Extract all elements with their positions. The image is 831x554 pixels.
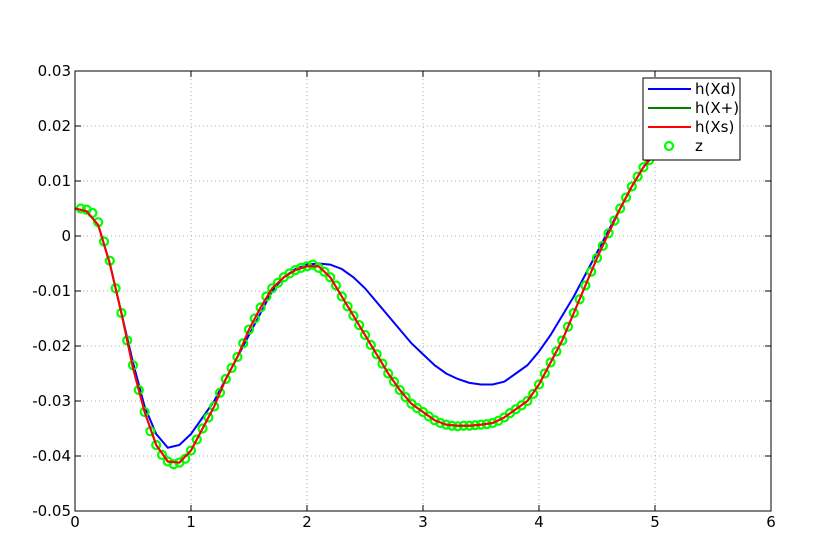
data-point	[522, 395, 533, 407]
x-tick-label: 2	[302, 513, 312, 531]
data-point	[377, 358, 388, 369]
data-point	[562, 321, 574, 332]
data-point	[151, 439, 162, 451]
data-point	[359, 329, 371, 341]
data-point	[580, 280, 591, 291]
data-point	[574, 294, 585, 305]
legend: h(Xd)h(X+)h(Xs)z	[642, 77, 741, 161]
data-point	[203, 412, 214, 423]
data-point	[603, 228, 614, 239]
data-point	[185, 445, 197, 456]
data-point	[388, 376, 400, 387]
data-point	[209, 401, 220, 412]
data-point	[238, 338, 249, 349]
data-point	[261, 291, 272, 302]
data-point	[394, 384, 405, 396]
data-point	[528, 388, 539, 399]
x-tick-label: 6	[766, 513, 776, 531]
y-tick-label: -0.01	[32, 282, 71, 300]
data-point	[255, 302, 266, 313]
data-point	[133, 384, 144, 396]
legend-label: h(X+)	[695, 99, 739, 117]
data-point	[568, 307, 579, 319]
data-point	[400, 392, 411, 403]
data-point	[290, 265, 301, 276]
data-point	[226, 362, 237, 374]
data-point	[156, 449, 168, 460]
data-point	[533, 379, 545, 390]
data-point	[232, 351, 243, 363]
x-tick-label: 1	[186, 513, 196, 531]
y-tick-label: -0.03	[32, 392, 71, 410]
data-point	[383, 368, 394, 379]
data-point	[632, 171, 643, 182]
data-point	[539, 368, 550, 379]
data-point	[597, 240, 608, 251]
data-point	[197, 423, 208, 434]
data-point	[638, 162, 649, 173]
data-point	[365, 339, 376, 350]
y-tick-label: 0.01	[38, 172, 71, 190]
data-point	[354, 320, 365, 331]
data-point	[336, 291, 347, 302]
line-series	[75, 130, 668, 449]
x-tick-label: 5	[650, 513, 660, 531]
data-point	[267, 283, 278, 294]
data-point	[168, 459, 179, 470]
data-point	[371, 349, 382, 360]
data-point	[586, 266, 597, 277]
y-tick-label: -0.05	[32, 502, 71, 520]
data-point	[249, 313, 260, 324]
data-point	[243, 324, 255, 335]
x-tick-label: 4	[534, 513, 544, 531]
data-point	[615, 203, 626, 214]
axes: 0 1 2 3 4 5 6 -0.05 -0.04 -0.03 -0.02 -0.01 0 0.01 0.0…	[32, 62, 776, 531]
data-point	[342, 301, 353, 312]
data-point	[551, 346, 562, 357]
legend-label: h(Xd)	[695, 80, 736, 98]
x-tick-label: 3	[418, 513, 428, 531]
y-tick-label: -0.04	[32, 447, 71, 465]
data-point	[620, 192, 632, 203]
data-point	[214, 387, 226, 398]
data-point	[319, 266, 330, 277]
data-point	[591, 252, 603, 264]
line-series	[75, 136, 668, 464]
legend-label: h(Xs)	[695, 118, 734, 136]
data-point	[191, 434, 202, 445]
data-point	[609, 215, 620, 226]
y-tick-label: 0.02	[38, 117, 71, 135]
data-point	[180, 453, 191, 464]
data-point	[348, 310, 359, 321]
data-point	[272, 277, 284, 288]
legend-label: z	[695, 137, 703, 155]
y-tick-label: 0	[61, 227, 71, 245]
legend-marker	[663, 140, 675, 152]
data-point	[220, 373, 231, 385]
data-point	[325, 272, 336, 283]
data-point	[330, 280, 342, 291]
data-point	[557, 335, 568, 346]
y-tick-label: -0.02	[32, 337, 71, 355]
data-point	[626, 181, 637, 192]
x-tick-label: 0	[70, 513, 80, 531]
data-point	[545, 357, 556, 368]
y-tick-label: 0.03	[38, 62, 71, 80]
legend-box	[642, 77, 741, 161]
data-point	[139, 406, 150, 418]
